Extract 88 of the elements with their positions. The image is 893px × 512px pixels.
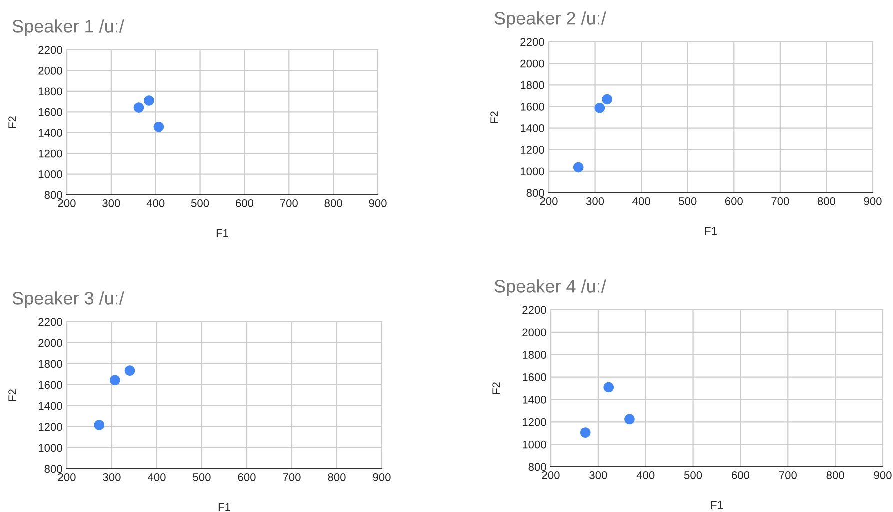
y-tick-label: 2200 xyxy=(520,38,544,46)
y-tick-label: 800 xyxy=(44,191,62,200)
y-tick-label: 1800 xyxy=(522,351,546,359)
x-tick-label: 500 xyxy=(193,473,211,482)
x-tick-label: 800 xyxy=(818,197,836,206)
x-tick-label: 900 xyxy=(874,471,892,480)
x-tick-label: 800 xyxy=(324,199,342,208)
chart-title: Speaker 2 /uː/ xyxy=(494,12,606,28)
y-tick-label: 1000 xyxy=(522,440,546,449)
y-tick-label: 1200 xyxy=(38,423,62,432)
point xyxy=(594,102,606,114)
x-tick-label: 600 xyxy=(725,197,743,206)
y-tick-label: 1800 xyxy=(38,360,62,368)
y-tick-label: 2000 xyxy=(38,339,62,348)
y-tick-label: 1600 xyxy=(38,108,62,116)
x-tick-label: 200 xyxy=(540,197,558,206)
x-tick-label: 300 xyxy=(590,471,608,480)
y-axis-title: F2 xyxy=(490,112,498,124)
x-tick-label: 700 xyxy=(280,199,298,208)
x-tick-label: 800 xyxy=(826,471,844,480)
x-tick-label: 200 xyxy=(58,473,76,482)
x-axis-title: F1 xyxy=(218,503,230,512)
y-tick-label: 2200 xyxy=(38,318,62,326)
y-tick-label: 1000 xyxy=(38,444,62,452)
point xyxy=(124,366,136,376)
x-tick-label: 900 xyxy=(369,199,387,208)
x-tick-label: 900 xyxy=(864,197,882,206)
x-tick-label: 600 xyxy=(732,471,750,480)
y-tick-label: 800 xyxy=(526,189,544,198)
y-tick-label: 2200 xyxy=(522,306,546,314)
point xyxy=(134,102,144,113)
x-axis-title: F1 xyxy=(705,227,717,236)
x-tick-label: 400 xyxy=(146,199,165,208)
y-tick-label: 1600 xyxy=(520,102,544,111)
x-tick-label: 200 xyxy=(58,199,76,208)
y-tick-label: 1400 xyxy=(38,402,62,410)
point xyxy=(144,96,154,106)
y-tick-label: 1400 xyxy=(38,129,62,137)
x-axis-title: F1 xyxy=(216,229,228,238)
y-tick-label: 800 xyxy=(44,465,62,474)
y-tick-label: 1600 xyxy=(38,381,62,390)
x-tick-label: 600 xyxy=(238,473,256,482)
x-tick-label: 600 xyxy=(236,199,254,208)
y-tick-label: 1200 xyxy=(522,418,546,426)
point xyxy=(154,122,164,132)
point xyxy=(94,420,105,430)
x-tick-label: 800 xyxy=(328,473,346,482)
x-tick-label: 300 xyxy=(103,473,121,482)
y-tick-label: 1400 xyxy=(522,396,546,404)
y-tick-label: 800 xyxy=(528,463,546,472)
y-tick-label: 1200 xyxy=(520,146,544,154)
x-tick-label: 700 xyxy=(779,471,797,480)
point xyxy=(110,375,120,386)
point xyxy=(602,94,612,105)
y-tick-label: 1000 xyxy=(520,168,544,176)
y-tick-label: 2000 xyxy=(522,328,546,337)
y-tick-label: 2200 xyxy=(38,46,62,54)
y-tick-label: 1200 xyxy=(38,150,62,158)
chart-title: Speaker 1 /uː/ xyxy=(12,20,124,36)
y-axis-title: F2 xyxy=(8,390,16,402)
x-tick-label: 500 xyxy=(679,197,697,206)
x-tick-label: 400 xyxy=(632,197,650,206)
x-axis-title: F1 xyxy=(711,501,723,510)
point xyxy=(573,162,584,173)
y-axis-title: F2 xyxy=(492,382,500,394)
x-tick-label: 400 xyxy=(148,473,166,482)
y-tick-label: 1800 xyxy=(38,88,62,96)
x-tick-label: 500 xyxy=(684,471,702,480)
chart-title: Speaker 3 /uː/ xyxy=(12,292,124,308)
x-tick-label: 200 xyxy=(542,471,560,480)
y-tick-label: 1000 xyxy=(38,170,62,178)
x-tick-label: 500 xyxy=(191,199,210,208)
chart-title: Speaker 4 /uː/ xyxy=(494,280,606,296)
point xyxy=(580,428,591,438)
y-tick-label: 1600 xyxy=(522,374,546,382)
x-tick-label: 300 xyxy=(586,197,604,206)
x-tick-label: 300 xyxy=(102,199,120,208)
y-tick-label: 1400 xyxy=(520,124,544,132)
x-tick-label: 900 xyxy=(373,473,391,482)
y-tick-label: 1800 xyxy=(520,81,544,90)
x-tick-label: 700 xyxy=(772,197,790,206)
point xyxy=(624,414,635,425)
y-tick-label: 2000 xyxy=(520,60,544,68)
y-axis-title: F2 xyxy=(8,116,16,128)
x-tick-label: 400 xyxy=(636,471,655,480)
x-tick-label: 700 xyxy=(283,473,301,482)
y-tick-label: 2000 xyxy=(38,66,62,75)
point xyxy=(604,382,614,393)
